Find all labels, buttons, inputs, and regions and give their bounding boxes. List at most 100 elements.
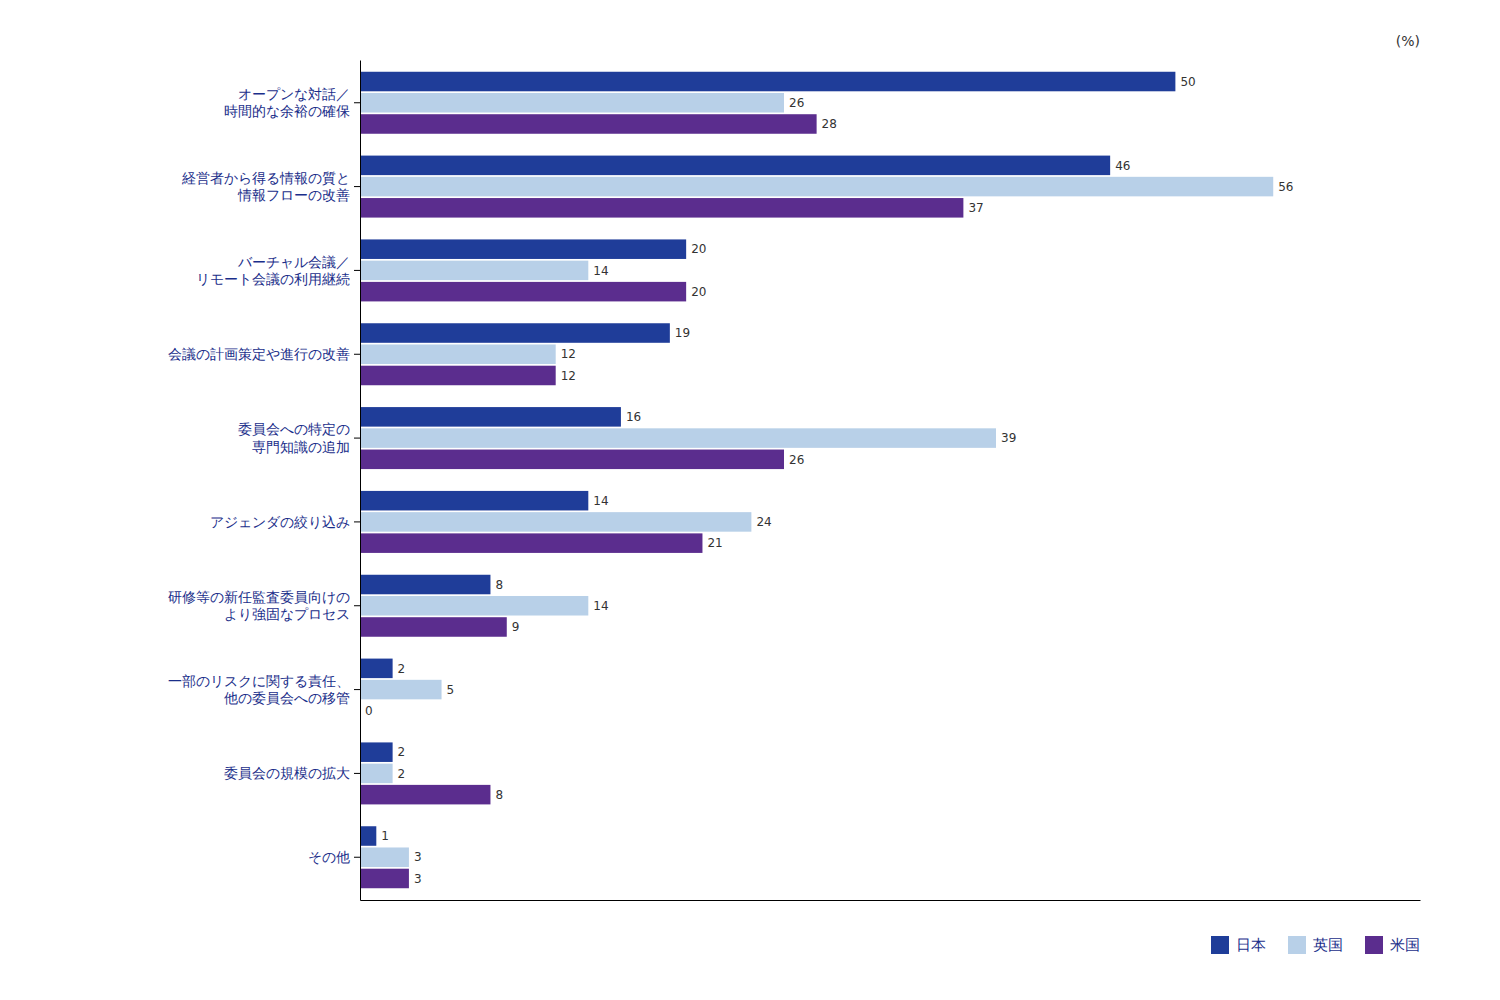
bar (360, 742, 393, 762)
y-tick-label-line: 会議の計画策定や進行の改善 (168, 346, 350, 362)
data-label: 0 (365, 704, 373, 718)
bar (360, 869, 409, 889)
data-label: 2 (398, 745, 406, 759)
y-tick-label: 研修等の新任監査委員向けのより強固なプロセス (168, 589, 350, 623)
legend-label: 米国 (1390, 936, 1420, 954)
y-tick-mark (354, 857, 360, 858)
x-axis (361, 900, 1421, 901)
y-tick: アジェンダの絞り込み (210, 514, 360, 530)
annotation: (%) (1396, 33, 1420, 49)
y-tick-label: 委員会への特定の専門知識の追加 (238, 421, 350, 455)
data-label: 3 (414, 850, 422, 864)
y-tick-label: バーチャル会議／リモート会議の利用継続 (196, 254, 350, 288)
legend-swatch (1288, 936, 1306, 954)
bar (360, 72, 1175, 92)
bar (360, 826, 376, 846)
bar (360, 512, 751, 532)
data-label: 28 (822, 117, 837, 131)
y-tick: オープンな対話／時間的な余裕の確保 (224, 86, 360, 120)
y-tick-label: 委員会の規模の拡大 (224, 765, 350, 781)
bar (360, 261, 588, 281)
bar (360, 450, 784, 470)
y-tick-label: 一部のリスクに関する責任、他の委員会への移管 (168, 673, 350, 707)
bar (360, 323, 670, 343)
data-label: 20 (691, 242, 706, 256)
y-tick-mark (354, 438, 360, 439)
y-tick-mark (354, 605, 360, 606)
series (360, 93, 1273, 867)
y-tick-label-line: 研修等の新任監査委員向けの (168, 589, 350, 605)
data-label: 19 (675, 326, 690, 340)
bar (360, 177, 1273, 197)
y-tick-mark (354, 270, 360, 271)
data-label: 21 (707, 536, 722, 550)
chart: 5046201916148221265614123924145232837201… (0, 0, 1500, 1000)
bar (360, 114, 817, 134)
y-axis-line (360, 61, 361, 901)
data-label: 37 (968, 201, 983, 215)
data-label: 14 (593, 494, 608, 508)
data-label: 56 (1278, 180, 1293, 194)
data-labels: 5046201916148221265614123924145232837201… (365, 75, 1294, 886)
y-tick-mark (354, 689, 360, 690)
y-tick-label-line: 専門知識の追加 (252, 439, 350, 455)
bars (360, 72, 1273, 888)
y-tick-label: 会議の計画策定や進行の改善 (168, 346, 350, 362)
y-tick: 経営者から得る情報の質と情報フローの改善 (181, 170, 360, 204)
x-axis-line (361, 900, 1421, 901)
legend-item: 日本 (1211, 936, 1266, 954)
legend-item: 英国 (1288, 936, 1343, 954)
data-label: 26 (789, 96, 804, 110)
legend-swatch (1211, 936, 1229, 954)
data-label: 14 (593, 264, 608, 278)
bar (360, 491, 588, 511)
y-tick-mark (354, 521, 360, 522)
data-label: 20 (691, 285, 706, 299)
data-label: 16 (626, 410, 641, 424)
bar (360, 533, 702, 553)
legend-label: 日本 (1236, 936, 1266, 954)
y-tick-label-line: リモート会議の利用継続 (196, 271, 350, 287)
bar (360, 239, 686, 259)
y-tick-label-line: オープンな対話／ (238, 86, 350, 102)
y-tick: 委員会への特定の専門知識の追加 (238, 421, 360, 455)
bar (360, 617, 507, 637)
y-tick: 会議の計画策定や進行の改善 (168, 346, 360, 362)
y-tick-label-line: 他の委員会への移管 (224, 690, 350, 706)
bar (360, 428, 996, 448)
y-tick-label: アジェンダの絞り込み (210, 514, 350, 530)
data-label: 12 (561, 347, 576, 361)
y-tick-label-line: 情報フローの改善 (237, 187, 350, 203)
y-tick-mark (354, 102, 360, 103)
y-tick-label-line: アジェンダの絞り込み (210, 514, 350, 530)
y-tick: その他 (308, 849, 360, 865)
y-tick-label: その他 (308, 849, 350, 865)
bar (360, 407, 621, 427)
y-tick-label-line: 経営者から得る情報の質と (181, 170, 350, 186)
data-label: 26 (789, 453, 804, 467)
bar (360, 156, 1110, 176)
bar (360, 596, 588, 616)
data-label: 50 (1180, 75, 1195, 89)
data-label: 8 (495, 788, 503, 802)
data-label: 2 (398, 662, 406, 676)
series (360, 114, 963, 888)
y-tick-label-line: より強固なプロセス (224, 606, 350, 622)
data-label: 8 (495, 578, 503, 592)
bar (360, 93, 784, 113)
bar (360, 659, 393, 679)
legend-swatch (1365, 936, 1383, 954)
bar (360, 344, 556, 364)
data-label: 3 (414, 872, 422, 886)
bar (360, 198, 963, 218)
data-label: 14 (593, 599, 608, 613)
data-label: 39 (1001, 431, 1016, 445)
legend: 日本 英国 米国 (1211, 936, 1420, 954)
data-label: 24 (756, 515, 771, 529)
bar (360, 366, 556, 386)
bar (360, 575, 490, 595)
data-label: 1 (381, 829, 389, 843)
y-axis: オープンな対話／時間的な余裕の確保経営者から得る情報の質と情報フローの改善バーチ… (168, 61, 361, 901)
y-tick-mark (354, 186, 360, 187)
y-tick-mark (354, 773, 360, 774)
